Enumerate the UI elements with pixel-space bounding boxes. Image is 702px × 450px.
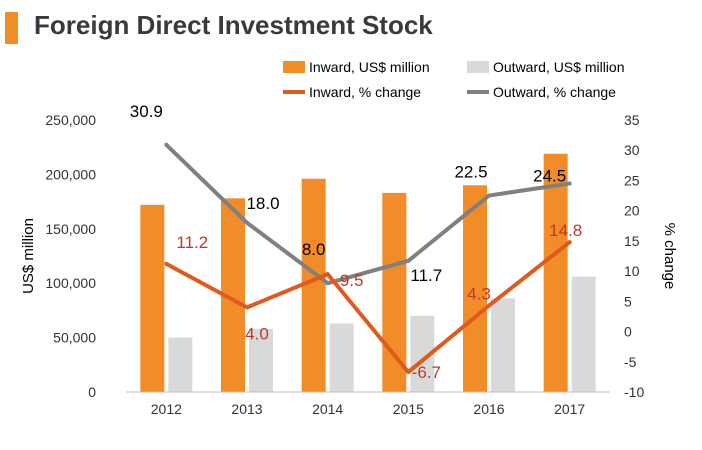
outward-change-point-2016: [487, 193, 491, 198]
outward-change-label-2013: 18.0: [246, 194, 279, 213]
y2-tick-label: 5: [624, 293, 632, 309]
outward-change-point-2015: [406, 258, 411, 263]
x-tick-2015: 2015: [393, 401, 424, 417]
x-tick-2014: 2014: [312, 401, 343, 417]
y-tick-label: 250,000: [45, 112, 96, 128]
y-tick-label: 100,000: [45, 275, 96, 291]
inward-change-point-2015: [406, 370, 411, 375]
outward-bar-2014: [329, 323, 354, 392]
inward-bar-2014: [301, 178, 326, 392]
outward-bar-2016: [491, 298, 515, 392]
outward-change-label-2015: 11.7: [410, 266, 442, 285]
legend-swatch-0: [283, 61, 305, 73]
inward-bar-2016: [463, 185, 487, 392]
y2-tick-label: 15: [624, 233, 640, 249]
outward-change-label-2014: 8.0: [302, 240, 326, 259]
outward-bar-2012: [168, 337, 193, 392]
x-tick-2016: 2016: [473, 401, 504, 417]
y2-tick-label: -10: [624, 384, 644, 400]
legend-label-1: Outward, US$ million: [493, 59, 625, 75]
inward-change-point-2016: [487, 303, 491, 308]
outward-change-point-2014: [325, 281, 330, 286]
legend-label-0: Inward, US$ million: [309, 59, 430, 75]
x-tick-2013: 2013: [231, 401, 262, 417]
outward-change-point-2013: [245, 220, 249, 225]
y2-tick-label: -5: [624, 354, 637, 370]
inward-bar-2015: [382, 192, 407, 392]
inward-change-label-2012: 11.2: [176, 233, 208, 252]
inward-change-label-2015: -6.7: [412, 363, 441, 382]
legend-swatch-1: [467, 61, 489, 73]
title-accent-bar: [5, 12, 18, 44]
inward-bar-2017: [543, 153, 568, 392]
x-tick-2012: 2012: [151, 401, 182, 417]
outward-bar-2017: [571, 276, 596, 392]
outward-change-line: [164, 143, 570, 286]
y-axis-title: US$ million: [20, 218, 37, 294]
legend-label-3: Outward, % change: [493, 84, 616, 100]
y2-tick-label: 35: [624, 112, 640, 128]
outward-change-point-2017: [567, 181, 572, 186]
inward-change-line: [165, 240, 571, 375]
chart-title: Foreign Direct Investment Stock: [34, 10, 433, 40]
inward-change-point-2017: [567, 240, 572, 245]
inward-change-label-2016: 4.3: [467, 285, 491, 304]
y-tick-label: 50,000: [53, 330, 96, 346]
x-tick-2017: 2017: [554, 401, 585, 417]
y2-tick-label: 30: [624, 142, 640, 158]
y-tick-label: 150,000: [45, 221, 96, 237]
y2-tick-label: 10: [624, 263, 640, 279]
inward-change-point-2012: [164, 261, 169, 266]
inward-change-point-2014: [325, 272, 330, 277]
y2-tick-label: 20: [624, 203, 640, 219]
outward-change-label-2012: 30.9: [130, 102, 163, 121]
inward-change-label-2014: 9.5: [340, 271, 364, 290]
inward-change-point-2013: [245, 305, 249, 310]
outward-change-label-2016: 22.5: [454, 163, 487, 182]
inward-change-label-2013: 4.0: [245, 324, 269, 343]
legend-label-2: Inward, % change: [309, 84, 421, 100]
outward-change-label-2017: 24.5: [533, 166, 566, 185]
y2-axis-title: % change: [661, 223, 678, 290]
y2-tick-label: 25: [624, 172, 640, 188]
y2-tick-label: 0: [624, 324, 632, 340]
y-tick-label: 200,000: [45, 166, 96, 182]
inward-bar-2012: [140, 204, 165, 392]
outward-bar-2013: [249, 328, 273, 392]
outward-change-point-2012: [164, 142, 169, 147]
y-tick-label: 0: [88, 384, 96, 400]
inward-change-label-2017: 14.8: [549, 221, 582, 240]
